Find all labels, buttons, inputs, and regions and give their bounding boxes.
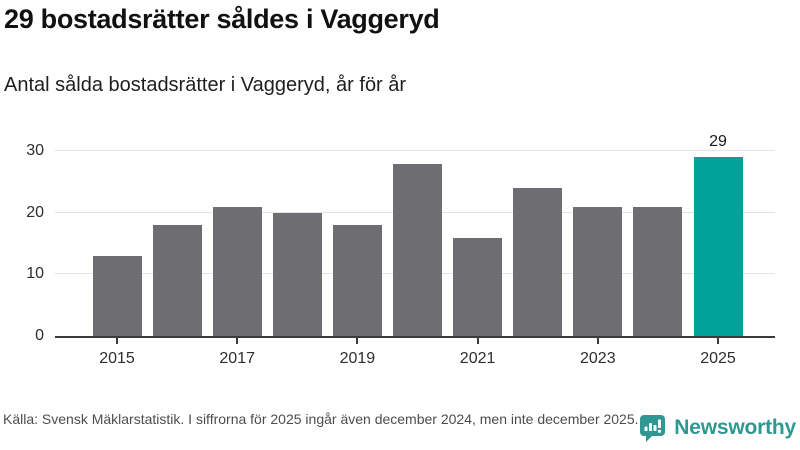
page-subtitle: Antal sålda bostadsrätter i Vaggeryd, år… bbox=[4, 74, 407, 96]
plot-area: 2015 2017 2019 2021 2023 2025 29 bbox=[55, 133, 775, 367]
gridline-30 bbox=[55, 150, 775, 152]
x-axis-label: 2021 bbox=[459, 350, 496, 367]
bar-2022 bbox=[513, 188, 563, 336]
bar-2024 bbox=[633, 206, 683, 336]
source-note: Källa: Svensk Mäklarstatistik. I siffror… bbox=[3, 411, 639, 427]
x-tick-2023 bbox=[596, 338, 599, 344]
bar-2016 bbox=[152, 225, 202, 336]
y-axis-label: 20 bbox=[26, 203, 44, 221]
x-axis-label: 2025 bbox=[700, 350, 736, 367]
bar-2018 bbox=[272, 212, 322, 336]
x-axis-label: 2019 bbox=[339, 350, 376, 367]
y-axis-label: 0 bbox=[35, 327, 44, 344]
y-axis: 0 10 20 30 bbox=[0, 139, 44, 344]
x-axis-line bbox=[55, 336, 775, 338]
x-tick-2015 bbox=[116, 338, 118, 344]
x-axis-label: 2023 bbox=[580, 350, 616, 367]
x-axis-label: 2015 bbox=[99, 350, 135, 367]
x-axis-label: 2017 bbox=[219, 350, 255, 367]
newsworthy-wordmark: Newsworthy bbox=[674, 416, 796, 439]
x-tick-2021 bbox=[476, 338, 479, 344]
bar-2025 bbox=[693, 157, 743, 336]
bar-value-label: 29 bbox=[709, 133, 727, 151]
bar-chart: 0 10 20 30 2015 2017 2019 2021 2023 2025 29 bbox=[0, 133, 775, 367]
y-axis-label: 10 bbox=[26, 265, 44, 283]
y-axis-label: 30 bbox=[26, 142, 44, 160]
bar-2023 bbox=[573, 206, 623, 336]
speech-bubble-chart-icon bbox=[639, 414, 666, 442]
x-tick-2017 bbox=[236, 338, 239, 344]
bar-2015 bbox=[92, 255, 142, 336]
x-tick-2025 bbox=[717, 338, 719, 344]
bar-2021 bbox=[453, 237, 503, 336]
bar-2020 bbox=[393, 163, 442, 336]
newsworthy-logo: Newsworthy bbox=[639, 414, 796, 442]
bar-2017 bbox=[212, 206, 262, 336]
bar-2019 bbox=[332, 225, 382, 336]
page-title: 29 bostadsrätter såldes i Vaggeryd bbox=[4, 4, 440, 34]
x-tick-2019 bbox=[356, 338, 359, 344]
